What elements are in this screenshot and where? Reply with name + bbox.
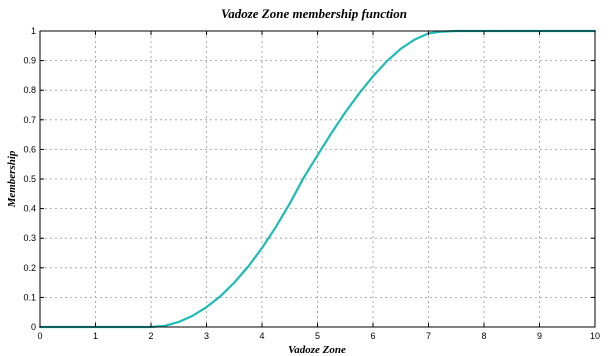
y-tick-label: 0.9: [23, 56, 36, 66]
x-tick-label: 3: [204, 331, 209, 341]
x-tick-label: 2: [148, 331, 153, 341]
y-tick-label: 0.2: [23, 263, 36, 273]
x-tick-label: 4: [259, 331, 264, 341]
x-tick-label: 9: [537, 331, 542, 341]
y-tick-label: 0.4: [23, 204, 36, 214]
y-tick-label: 0.6: [23, 144, 36, 154]
x-tick-label: 1: [93, 331, 98, 341]
y-tick-label: 0.7: [23, 115, 36, 125]
x-tick-label: 5: [315, 331, 320, 341]
y-tick-label: 0.1: [23, 292, 36, 302]
y-tick-label: 0.5: [23, 174, 36, 184]
grid: [40, 31, 595, 327]
x-tick-label: 7: [426, 331, 431, 341]
x-tick-label: 6: [370, 331, 375, 341]
x-tick-label: 10: [590, 331, 600, 341]
y-axis-label: Membership: [6, 150, 18, 208]
x-tick-label: 8: [481, 331, 486, 341]
y-tick-label: 1: [31, 26, 36, 36]
axis-ticks: 0 1 2 3 4 5 6 7 8 9 10 0 0.1 0.2 0.3 0.4 0.5 0.6 0.7 0.8 0.9…: [23, 26, 600, 341]
x-axis-label: Vadoze Zone: [288, 344, 346, 356]
x-tick-label: 0: [37, 331, 42, 341]
y-tick-label: 0.8: [23, 85, 36, 95]
y-tick-label: 0.3: [23, 233, 36, 243]
chart-title: Vadoze Zone membership function: [221, 6, 407, 21]
y-tick-label: 0: [31, 322, 36, 332]
